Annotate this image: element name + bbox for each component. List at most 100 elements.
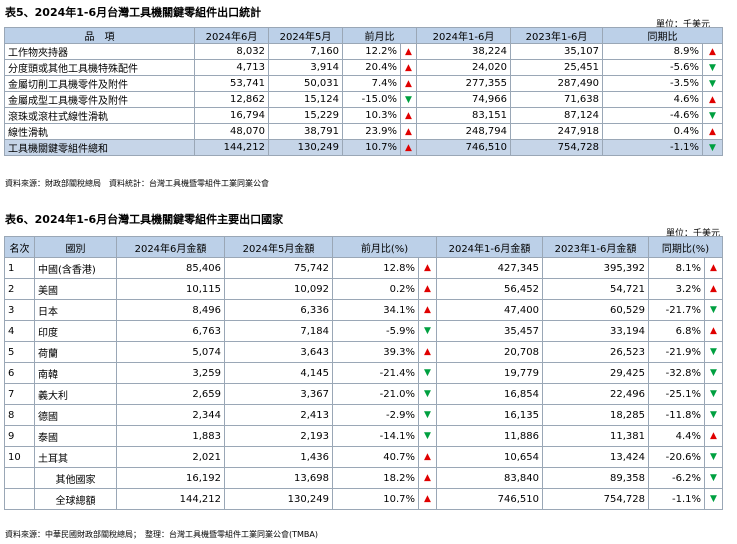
h1-2023-value: 26,523 xyxy=(542,341,649,363)
arrow-up-icon: ▲ xyxy=(418,257,437,279)
h1-2024-value: 16,135 xyxy=(436,404,543,426)
table-row: 5 荷蘭 5,074 3,643 39.3% ▲ 20,708 26,523 -21.9% ▼ xyxy=(4,341,723,363)
rank: 9 xyxy=(4,425,35,447)
rank: 4 xyxy=(4,320,35,342)
arrow-down-icon: ▼ xyxy=(704,467,723,489)
may-value: 15,229 xyxy=(268,107,343,124)
may-value: 4,145 xyxy=(224,362,333,384)
col-header-mom: 前月比 xyxy=(342,27,417,44)
rank: 5 xyxy=(4,341,35,363)
may-value: 75,742 xyxy=(224,257,333,279)
arrow-up-icon: ▲ xyxy=(400,75,417,92)
jun-value: 3,259 xyxy=(116,362,225,384)
item-name: 工作物夾持器 xyxy=(4,43,195,60)
arrow-down-icon: ▼ xyxy=(702,59,723,76)
arrow-up-icon: ▲ xyxy=(418,467,437,489)
mom-value: 10.7% xyxy=(342,139,401,156)
arrow-up-icon: ▲ xyxy=(704,320,723,342)
rank: 6 xyxy=(4,362,35,384)
h1-2023-value: 247,918 xyxy=(510,123,603,140)
col-header-country: 國別 xyxy=(34,236,117,258)
jun-value: 5,074 xyxy=(116,341,225,363)
mom-value: 12.8% xyxy=(332,257,419,279)
table5-header-row: 品 項 2024年6月 2024年5月 前月比 2024年1-6月 2023年1… xyxy=(4,27,723,44)
table-row: 其他國家 16,192 13,698 18.2% ▲ 83,840 89,358 -6.2% ▼ xyxy=(4,467,723,489)
mom-value: -2.9% xyxy=(332,404,419,426)
mom-value: 20.4% xyxy=(342,59,401,76)
arrow-up-icon: ▲ xyxy=(418,488,437,510)
arrow-up-icon: ▲ xyxy=(400,59,417,76)
col-header-h1-2024: 2024年1-6月 xyxy=(416,27,511,44)
h1-2023-value: 54,721 xyxy=(542,278,649,300)
table-row: 分度頭或其他工具機特殊配件 4,713 3,914 20.4% ▲ 24,020 25,45… xyxy=(4,59,723,76)
table6-source-note: 資料來源：中華民國財政部關稅總局； 整理：台灣工具機暨零組件工業同業公會(TMB… xyxy=(5,530,318,539)
h1-2024-value: 746,510 xyxy=(436,488,543,510)
h1-2024-value: 35,457 xyxy=(436,320,543,342)
mom-value: 40.7% xyxy=(332,446,419,468)
h1-2023-value: 25,451 xyxy=(510,59,603,76)
arrow-up-icon: ▲ xyxy=(418,341,437,363)
mom-value: -14.1% xyxy=(332,425,419,447)
country-name: 日本 xyxy=(34,299,117,321)
jun-value: 48,070 xyxy=(194,123,269,140)
yoy-value: -1.1% xyxy=(648,488,705,510)
jun-value: 4,713 xyxy=(194,59,269,76)
yoy-value: 8.9% xyxy=(602,43,703,60)
may-value: 1,436 xyxy=(224,446,333,468)
yoy-value: -11.8% xyxy=(648,404,705,426)
mom-value: 34.1% xyxy=(332,299,419,321)
col-header-jun: 2024年6月 xyxy=(194,27,269,44)
may-value: 6,336 xyxy=(224,299,333,321)
h1-2024-value: 11,886 xyxy=(436,425,543,447)
jun-value: 12,862 xyxy=(194,91,269,108)
rank: 3 xyxy=(4,299,35,321)
may-value: 10,092 xyxy=(224,278,333,300)
yoy-value: -32.8% xyxy=(648,362,705,384)
item-name: 金屬成型工具機零件及附件 xyxy=(4,91,195,108)
table-row: 全球總額 144,212 130,249 10.7% ▲ 746,510 754,728 -1… xyxy=(4,488,723,510)
may-value: 38,791 xyxy=(268,123,343,140)
arrow-down-icon: ▼ xyxy=(418,320,437,342)
yoy-value: 4.6% xyxy=(602,91,703,108)
mom-value: 10.3% xyxy=(342,107,401,124)
jun-value: 85,406 xyxy=(116,257,225,279)
arrow-down-icon: ▼ xyxy=(418,362,437,384)
jun-value: 53,741 xyxy=(194,75,269,92)
may-value: 3,367 xyxy=(224,383,333,405)
h1-2023-value: 11,381 xyxy=(542,425,649,447)
item-name: 工具機關鍵零組件總和 xyxy=(4,139,195,156)
arrow-up-icon: ▲ xyxy=(702,43,723,60)
jun-value: 1,883 xyxy=(116,425,225,447)
jun-value: 16,192 xyxy=(116,467,225,489)
col-header-h1-2024: 2024年1-6月金額 xyxy=(436,236,543,258)
h1-2024-value: 83,151 xyxy=(416,107,511,124)
table5-unit: 單位：千美元 xyxy=(656,20,711,30)
arrow-down-icon: ▼ xyxy=(702,139,723,156)
h1-2024-value: 83,840 xyxy=(436,467,543,489)
h1-2023-value: 89,358 xyxy=(542,467,649,489)
mom-value: -5.9% xyxy=(332,320,419,342)
arrow-up-icon: ▲ xyxy=(400,139,417,156)
country-name: 其他國家 xyxy=(34,467,117,489)
yoy-value: -25.1% xyxy=(648,383,705,405)
jun-value: 144,212 xyxy=(116,488,225,510)
arrow-up-icon: ▲ xyxy=(702,91,723,108)
arrow-down-icon: ▼ xyxy=(704,488,723,510)
h1-2023-value: 754,728 xyxy=(510,139,603,156)
arrow-up-icon: ▲ xyxy=(418,446,437,468)
h1-2023-value: 35,107 xyxy=(510,43,603,60)
may-value: 3,914 xyxy=(268,59,343,76)
rank xyxy=(4,467,35,489)
rank: 8 xyxy=(4,404,35,426)
country-name: 土耳其 xyxy=(34,446,117,468)
yoy-value: 6.8% xyxy=(648,320,705,342)
h1-2023-value: 13,424 xyxy=(542,446,649,468)
arrow-down-icon: ▼ xyxy=(702,107,723,124)
table-row: 2 美國 10,115 10,092 0.2% ▲ 56,452 54,721 3.2% ▲ xyxy=(4,278,723,300)
arrow-up-icon: ▲ xyxy=(418,299,437,321)
col-header-yoy: 同期比(%) xyxy=(648,236,723,258)
h1-2024-value: 38,224 xyxy=(416,43,511,60)
mom-value: -21.4% xyxy=(332,362,419,384)
h1-2024-value: 47,400 xyxy=(436,299,543,321)
country-name: 全球總額 xyxy=(34,488,117,510)
